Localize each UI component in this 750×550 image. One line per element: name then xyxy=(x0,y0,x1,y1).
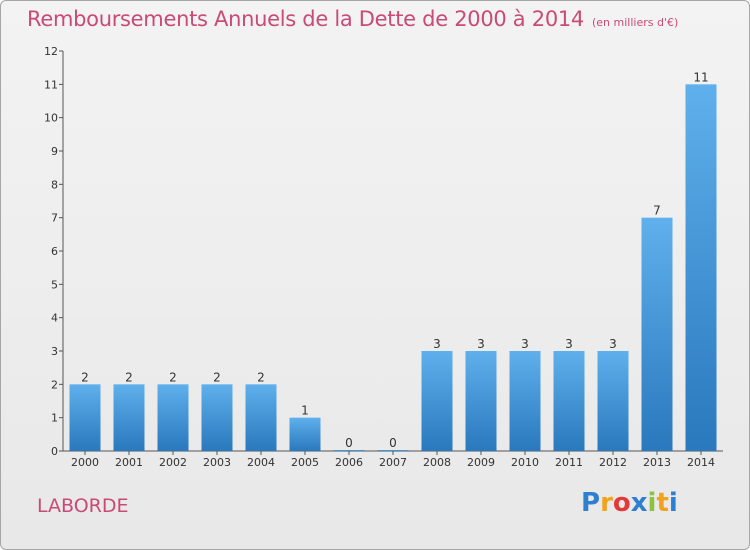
commune-name: LABORDE xyxy=(37,495,129,517)
x-tick-label: 2012 xyxy=(599,456,627,469)
bar-value-label: 2 xyxy=(257,370,265,384)
bar-value-label: 0 xyxy=(389,436,397,450)
x-tick-label: 2014 xyxy=(687,456,715,469)
bar xyxy=(597,351,629,451)
bar-value-label: 2 xyxy=(213,370,221,384)
bar xyxy=(157,384,189,451)
chart-bars: 2 2 2 2 2 1 0 0 3 3 3 3 3 7 11 xyxy=(69,70,717,451)
y-tick-label: 2 xyxy=(51,378,58,391)
bar xyxy=(245,384,277,451)
proxiti-logo: Proxiti xyxy=(581,488,678,518)
bar-value-label: 3 xyxy=(433,337,441,351)
x-tick-label: 2010 xyxy=(511,456,539,469)
bar xyxy=(69,384,101,451)
bar xyxy=(201,384,233,451)
y-tick-label: 1 xyxy=(51,412,58,425)
x-tick-label: 2007 xyxy=(379,456,407,469)
y-tick-label: 5 xyxy=(51,278,58,291)
bar-value-label: 2 xyxy=(169,370,177,384)
bar xyxy=(113,384,145,451)
y-tick-label: 8 xyxy=(51,178,58,191)
bar xyxy=(333,450,365,451)
bar-value-label: 11 xyxy=(693,70,708,84)
bar xyxy=(553,351,585,451)
bar xyxy=(685,84,717,451)
x-tick-label: 2008 xyxy=(423,456,451,469)
bar xyxy=(421,351,453,451)
chart-title-text: Remboursements Annuels de la Dette de 20… xyxy=(27,7,584,31)
bar-value-label: 3 xyxy=(521,337,529,351)
y-tick-label: 0 xyxy=(51,445,58,458)
y-tick-label: 12 xyxy=(44,45,58,58)
x-tick-label: 2009 xyxy=(467,456,495,469)
x-tick-label: 2013 xyxy=(643,456,671,469)
bar-value-label: 3 xyxy=(565,337,573,351)
x-tick-label: 2005 xyxy=(291,456,319,469)
bar-value-label: 2 xyxy=(81,370,89,384)
x-tick-label: 2000 xyxy=(71,456,99,469)
bar-value-label: 2 xyxy=(125,370,133,384)
x-tick-label: 2004 xyxy=(247,456,275,469)
bar-value-label: 1 xyxy=(301,404,309,418)
chart-unit-note: (en milliers d'€) xyxy=(592,16,679,29)
x-tick-label: 2002 xyxy=(159,456,187,469)
y-tick-label: 4 xyxy=(51,312,58,325)
x-tick-label: 2006 xyxy=(335,456,363,469)
bar-value-label: 3 xyxy=(477,337,485,351)
y-tick-label: 10 xyxy=(44,112,58,125)
x-tick-label: 2011 xyxy=(555,456,583,469)
bar xyxy=(377,450,409,451)
bar xyxy=(509,351,541,451)
bar-value-label: 7 xyxy=(653,204,661,218)
y-tick-label: 9 xyxy=(51,145,58,158)
bar-value-label: 0 xyxy=(345,436,353,450)
y-tick-label: 6 xyxy=(51,245,58,258)
bar-value-label: 3 xyxy=(609,337,617,351)
x-tick-label: 2001 xyxy=(115,456,143,469)
y-tick-label: 11 xyxy=(44,78,58,91)
y-tick-label: 7 xyxy=(51,212,58,225)
chart-title: Remboursements Annuels de la Dette de 20… xyxy=(27,7,678,31)
x-tick-label: 2003 xyxy=(203,456,231,469)
bar xyxy=(641,217,673,451)
bar xyxy=(465,351,497,451)
bar xyxy=(289,417,321,451)
y-tick-label: 3 xyxy=(51,345,58,358)
